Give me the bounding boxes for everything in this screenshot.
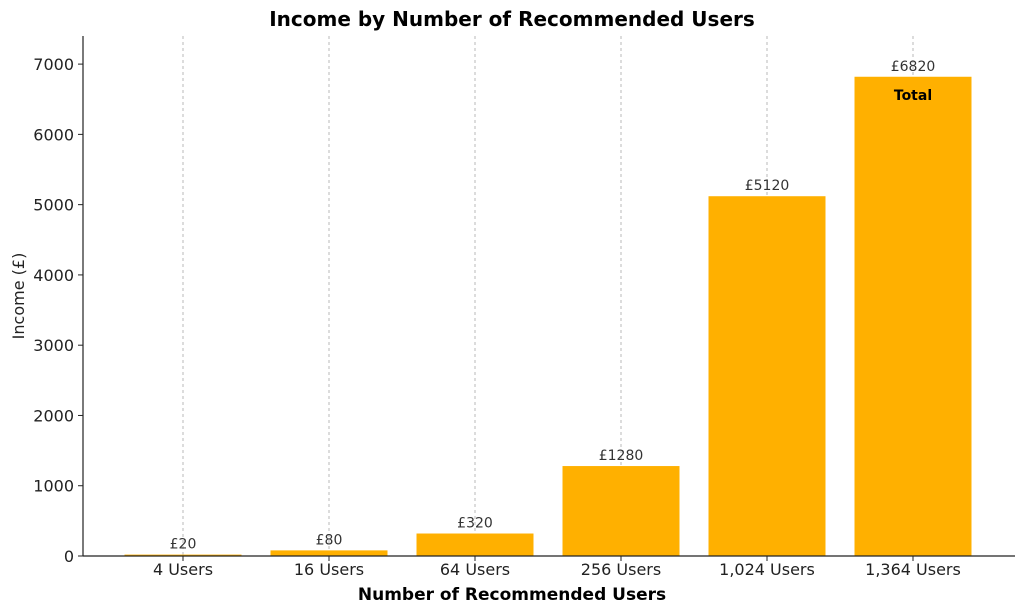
x-tick-label: 16 Users: [294, 560, 364, 579]
data-label: £320: [457, 516, 493, 532]
data-label: £20: [170, 537, 197, 553]
y-tick-label: 6000: [33, 125, 74, 144]
data-label: £6820: [891, 59, 936, 75]
data-label: £1280: [599, 448, 644, 464]
chart-title: Income by Number of Recommended Users: [269, 7, 755, 31]
x-tick-label: 1,364 Users: [865, 560, 961, 579]
x-axis-label: Number of Recommended Users: [358, 585, 666, 605]
bars-layer: [124, 76, 972, 556]
bar: [270, 550, 388, 556]
y-tick-label: 2000: [33, 406, 74, 425]
y-tick-label: 4000: [33, 266, 74, 285]
x-tick-label: 64 Users: [440, 560, 510, 579]
y-axis-ticks: 0 1000 2000 3000 4000 5000 6000 7000: [33, 55, 83, 566]
y-axis-label: Income (£): [9, 253, 28, 340]
data-label: £80: [316, 532, 343, 548]
total-annotation: Total: [894, 88, 932, 104]
bar: [708, 196, 826, 556]
x-tick-label: 256 Users: [581, 560, 661, 579]
y-tick-label: 3000: [33, 336, 74, 355]
x-axis-ticks: 4 Users 16 Users 64 Users 256 Users 1,024 Us…: [153, 556, 961, 579]
y-tick-label: 5000: [33, 196, 74, 215]
y-tick-label: 7000: [33, 55, 74, 74]
bar: [854, 76, 972, 556]
x-tick-label: 1,024 Users: [719, 560, 815, 579]
y-tick-label: 0: [64, 547, 74, 566]
data-labels-layer: £20 £80 £320 £1280 £5120 £6820 Total: [170, 59, 936, 553]
bar: [562, 466, 680, 556]
y-tick-label: 1000: [33, 477, 74, 496]
data-label: £5120: [745, 178, 790, 194]
bar: [124, 554, 242, 556]
bar: [416, 533, 534, 556]
x-tick-label: 4 Users: [153, 560, 213, 579]
